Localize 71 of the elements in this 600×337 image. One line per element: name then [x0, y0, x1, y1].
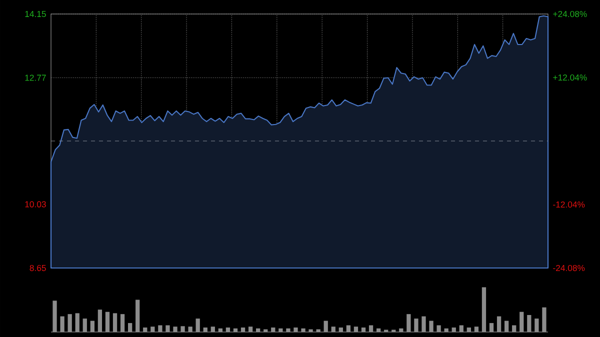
bar: [361, 328, 366, 332]
bar: [406, 314, 411, 332]
bar: [496, 316, 502, 332]
bar: [459, 325, 464, 332]
bar: [474, 326, 479, 332]
bar: [368, 325, 374, 332]
bar: [346, 325, 351, 332]
bar: [75, 313, 80, 332]
y-tick-label: 14.15: [25, 10, 46, 18]
y2-tick-label: +24.08%: [553, 10, 587, 18]
bar: [68, 314, 72, 332]
bar: [331, 326, 336, 332]
bar: [128, 323, 132, 332]
bar: [520, 312, 524, 332]
y2-tick-label: +12.04%: [553, 74, 587, 81]
y-tick-label: 12.77: [25, 74, 46, 81]
bar: [98, 310, 102, 332]
bar: [338, 328, 343, 332]
bar: [256, 328, 260, 332]
bar: [308, 329, 313, 332]
bar: [271, 328, 276, 332]
bar: [210, 326, 215, 332]
bar: [196, 318, 200, 332]
bar: [203, 328, 208, 332]
bar: [399, 328, 404, 332]
bar: [436, 325, 441, 332]
bar: [376, 328, 381, 332]
bar: [429, 320, 434, 332]
bar: [218, 328, 222, 332]
bar: [136, 300, 140, 332]
bar: [482, 287, 486, 332]
bar: [52, 300, 57, 332]
bar: [158, 325, 162, 332]
y-tick-label: 10.03: [25, 201, 46, 208]
y-tick-label: 8.65: [30, 264, 46, 272]
bar: [512, 325, 516, 332]
bar: [112, 313, 118, 332]
bar: [143, 328, 148, 332]
bar: [188, 326, 192, 332]
y2-tick-label: -12.04%: [553, 201, 585, 208]
bar: [173, 326, 178, 332]
bar: [120, 314, 125, 332]
bar: [489, 323, 494, 332]
bar: [444, 328, 448, 332]
bar: [452, 328, 456, 332]
bar: [105, 312, 110, 332]
bar: [180, 326, 185, 332]
bar: [422, 316, 426, 332]
bar: [542, 307, 546, 332]
bar: [324, 320, 328, 332]
bar: [233, 328, 238, 332]
bar: [316, 329, 320, 332]
bar: [90, 320, 94, 332]
bar: [82, 318, 87, 332]
bar: [414, 318, 418, 332]
bar: [60, 316, 64, 332]
bar: [240, 328, 246, 332]
bar: [294, 328, 298, 332]
bar: [166, 325, 170, 332]
bar: [286, 328, 290, 332]
bar: [150, 326, 155, 332]
bar: [466, 328, 471, 332]
bar: [504, 320, 509, 332]
bar: [278, 328, 283, 332]
bar: [527, 314, 532, 332]
bar: [226, 328, 230, 332]
bar: [248, 326, 253, 332]
bar: [534, 318, 539, 332]
bar: [301, 328, 306, 332]
y2-tick-label: -24.08%: [553, 264, 585, 272]
bar: [354, 326, 358, 332]
